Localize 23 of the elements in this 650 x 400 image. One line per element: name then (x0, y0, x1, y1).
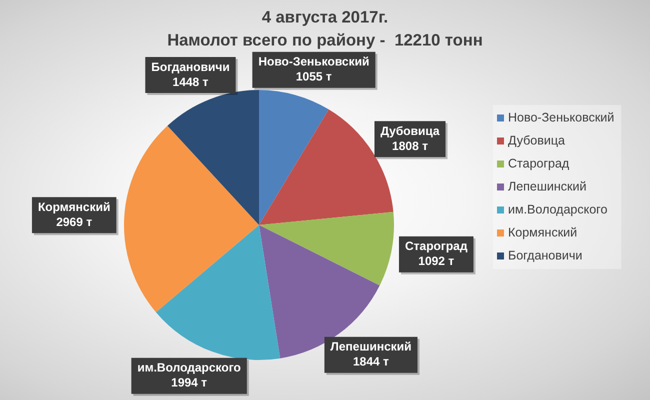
legend-label: им.Володарского (508, 202, 608, 216)
data-label: 1055 т (296, 70, 332, 84)
data-label: 1808 т (392, 138, 428, 153)
legend-label: Кормянский (508, 225, 578, 240)
legend-label: Ново-Зеньковский (508, 110, 614, 124)
slice-label: Лепешинский (330, 340, 412, 354)
data-label: 1092 т (418, 254, 454, 268)
chart-subtitle: Намолот всего по району - 12210 тонн (167, 32, 483, 50)
data-label: 1448 т (172, 74, 209, 89)
legend-label: Староград (508, 156, 570, 170)
slice-label: им.Володарского (137, 360, 241, 375)
data-label: 1844 т (353, 354, 390, 369)
slice-label: Ново-Зеньковский (258, 54, 370, 69)
legend-label: Дубовица (508, 133, 566, 148)
slice-label: Дубовица (380, 124, 440, 138)
data-label: 2969 т (56, 214, 92, 229)
legend-label: Богдановичи (508, 248, 582, 262)
data-label: 1994 т (171, 376, 208, 390)
legend-label: Лепешинский (508, 179, 586, 194)
chart-title: 4 августа 2017г. (262, 8, 388, 27)
slice-label: Кормянский (38, 200, 110, 214)
slice-label: Богдановичи (151, 60, 230, 74)
slice-label: Староград (404, 239, 468, 254)
